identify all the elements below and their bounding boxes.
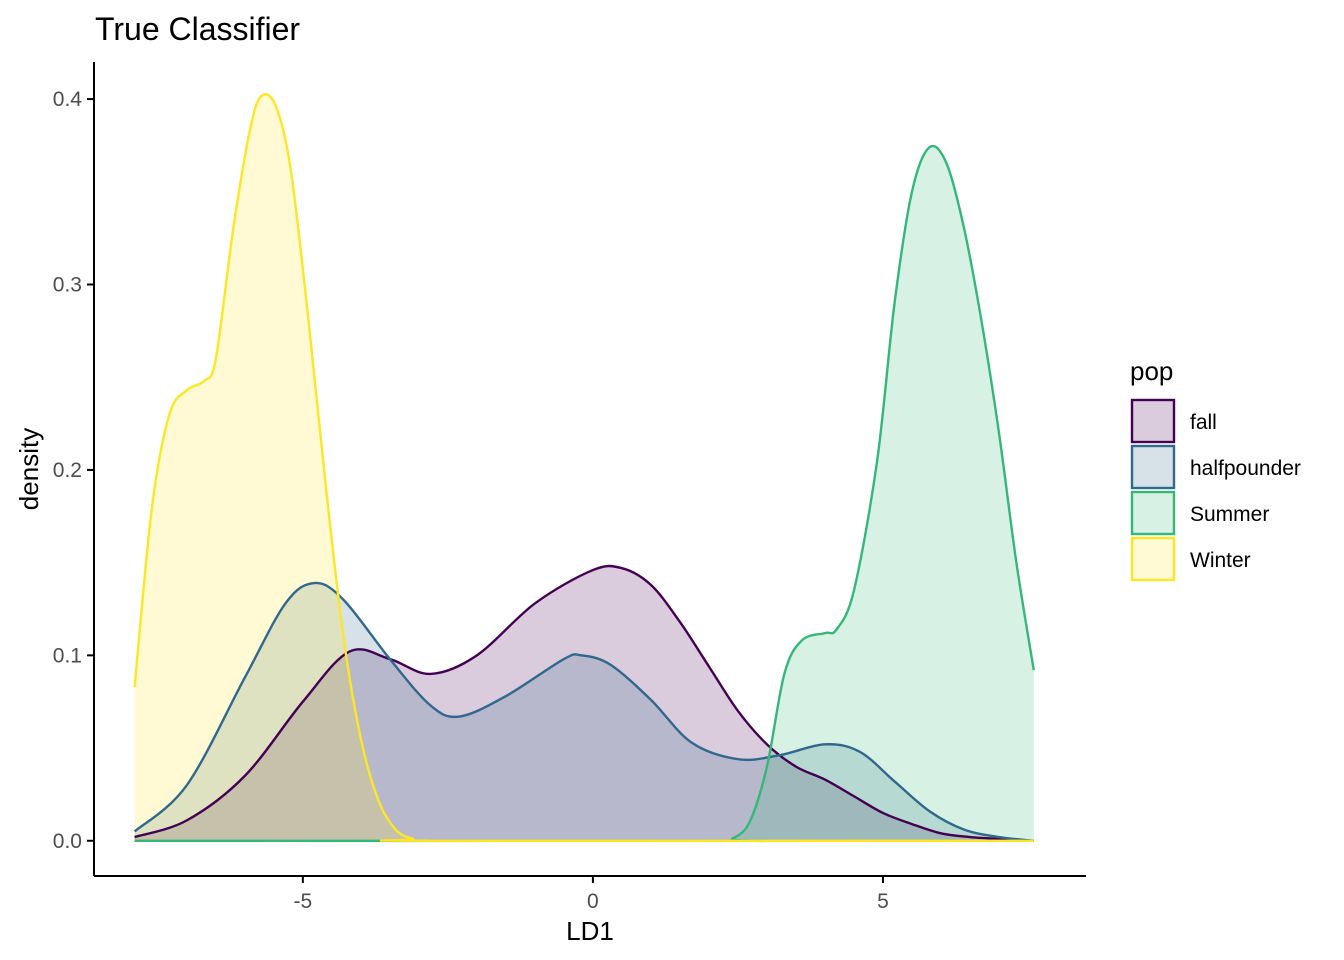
area-fall — [134, 565, 1034, 841]
legend-items: fall halfpounder Summer Winter — [1130, 398, 1301, 582]
legend-key-winter — [1130, 536, 1176, 582]
y-axis-ticks: 0.0 0.1 0.2 0.3 0.4 — [53, 88, 94, 853]
density-lines — [133, 93, 1035, 843]
area-halfpounder — [134, 582, 1034, 841]
x-tick-label: 5 — [877, 890, 889, 913]
y-tick-label: 0.3 — [53, 274, 82, 297]
legend: pop fall halfpounder Summer Winter — [1130, 356, 1301, 582]
chart-title: True Classifier — [95, 11, 300, 47]
legend-key-summer — [1130, 490, 1176, 536]
area-winter — [134, 94, 1034, 841]
legend-label-fall: fall — [1190, 411, 1217, 434]
y-tick-label: 0.0 — [53, 830, 82, 853]
line-halfpounder — [133, 581, 1034, 842]
area-summer — [134, 145, 1034, 841]
y-tick-label: 0.1 — [53, 644, 82, 667]
line-fall — [134, 564, 1034, 842]
legend-label-winter: Winter — [1190, 549, 1251, 572]
x-axis-ticks: -5 0 5 — [293, 876, 889, 913]
legend-key-halfpounder — [1130, 444, 1176, 490]
x-tick-label: 0 — [587, 890, 599, 913]
x-axis-title: LD1 — [566, 916, 614, 946]
x-tick-label: -5 — [293, 890, 312, 913]
legend-label-halfpounder: halfpounder — [1190, 457, 1301, 480]
y-tick-label: 0.2 — [53, 459, 82, 482]
legend-key-fall — [1130, 398, 1176, 444]
legend-label-summer: Summer — [1190, 503, 1269, 526]
density-areas — [134, 94, 1034, 841]
y-tick-label: 0.4 — [53, 88, 83, 111]
legend-title: pop — [1130, 356, 1173, 386]
y-axis-title: density — [14, 428, 44, 510]
line-winter — [133, 93, 1034, 843]
